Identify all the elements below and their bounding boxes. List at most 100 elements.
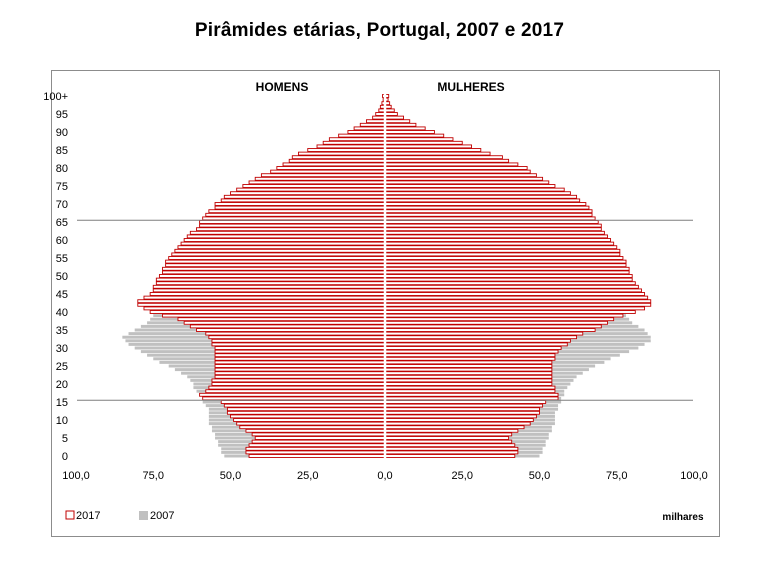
bar-2017-women-age-89 (384, 133, 445, 138)
bar-2017-men-age-14 (223, 403, 386, 408)
bar-2017-women-age-86 (384, 144, 472, 149)
bar-2017-women-age-57 (384, 248, 621, 253)
bar-2017-women-age-68 (384, 209, 593, 214)
bar-2017-men-age-85 (307, 148, 386, 152)
bar-2017-men-age-30 (214, 346, 386, 350)
bar-2017-women-age-50 (384, 274, 633, 278)
bar-2017-men-age-27 (214, 356, 386, 361)
bar-2017-women-age-74 (384, 187, 565, 192)
bar-2017-women-age-72 (384, 194, 578, 199)
x-tick-label-4: 0,0 (377, 470, 392, 482)
bar-2017-men-age-66 (202, 216, 386, 221)
bar-2017-men-age-15 (220, 400, 386, 404)
bar-2017-men-age-90 (347, 130, 386, 134)
x-tick-label-2: 50,0 (220, 470, 241, 482)
women-label: MULHERES (437, 80, 504, 94)
bar-2017-women-age-87 (384, 140, 463, 145)
bar-2017-men-age-72 (223, 194, 386, 199)
bar-2017-women-age-34 (384, 331, 584, 336)
bar-2017-men-age-79 (270, 169, 386, 174)
bar-2017-women-age-90 (384, 130, 435, 134)
bar-2017-men-age-80 (276, 166, 386, 170)
bar-2017-women-age-5 (384, 436, 510, 440)
bar-2017-women-age-58 (384, 245, 618, 250)
y-tick-label-5: 5 (62, 433, 68, 445)
x-tick-label-6: 50,0 (529, 470, 550, 482)
bar-2017-men-age-70 (214, 202, 386, 206)
y-tick-label-50: 50 (56, 271, 68, 283)
bar-2017-men-age-61 (186, 234, 386, 239)
bar-2017-men-age-69 (214, 205, 386, 210)
bar-2017-men-age-76 (248, 180, 386, 185)
bar-2017-men-age-22 (214, 374, 386, 379)
bar-2017-women-age-6 (384, 432, 513, 437)
bar-2017-men-age-12 (226, 410, 386, 415)
bar-2017-men-age-77 (254, 176, 386, 181)
bar-2017-men-age-55 (168, 256, 386, 260)
legend-swatch-2007 (139, 511, 148, 520)
bar-2017-women-age-43 (384, 299, 652, 304)
bar-2017-women-age-26 (384, 360, 553, 365)
bar-2017-men-age-49 (155, 277, 386, 282)
bar-2017-men-age-65 (199, 220, 386, 224)
bar-2017-women-age-53 (384, 263, 627, 268)
bar-2017-men-age-8 (239, 425, 386, 430)
x-tick-label-3: 25,0 (297, 470, 318, 482)
bar-2017-women-age-78 (384, 173, 537, 178)
y-tick-label-55: 55 (56, 253, 68, 265)
bar-2017-men-age-38 (177, 317, 386, 322)
bar-2017-men-age-83 (291, 155, 386, 160)
bar-2017-women-age-12 (384, 410, 540, 415)
bar-2017-women-age-60 (384, 238, 612, 242)
bar-2017-women-age-33 (384, 335, 578, 340)
bar-2017-women-age-37 (384, 320, 608, 325)
bar-2017-men-age-34 (205, 331, 386, 336)
bar-2017-women-age-75 (384, 184, 556, 188)
bar-2017-women-age-94 (384, 115, 404, 120)
chart-title: Pirâmides etárias, Portugal, 2007 e 2017 (194, 20, 565, 41)
bar-2017-women-age-54 (384, 259, 627, 264)
bar-2017-men-age-5 (254, 436, 386, 440)
bar-2017-women-age-77 (384, 176, 544, 181)
bar-2017-women-age-55 (384, 256, 624, 260)
bar-2017-women-age-8 (384, 425, 525, 430)
bar-2017-women-age-63 (384, 227, 602, 232)
bar-2017-women-age-62 (384, 230, 605, 235)
bar-2017-women-age-95 (384, 112, 398, 116)
bar-2017-women-age-47 (384, 284, 639, 289)
y-tick-label-85: 85 (56, 145, 68, 157)
bar-2017-women-age-42 (384, 302, 652, 307)
y-tick-label-90: 90 (56, 127, 68, 139)
bar-2017-men-age-4 (251, 439, 386, 444)
bar-2017-women-age-81 (384, 162, 519, 167)
bar-2017-men-age-51 (162, 270, 386, 275)
bar-2017-women-age-79 (384, 169, 531, 174)
bar-2017-men-age-29 (214, 349, 386, 354)
bar-2017-men-age-52 (162, 266, 386, 271)
bar-2017-women-age-22 (384, 374, 553, 379)
bar-2017-men-age-82 (288, 158, 386, 163)
bar-2017-women-age-46 (384, 288, 642, 293)
bar-2017-men-age-1 (245, 450, 386, 455)
bar-2017-men-age-23 (214, 371, 386, 376)
y-tick-label-60: 60 (56, 235, 68, 247)
bar-2017-women-age-38 (384, 317, 615, 322)
bar-2017-men-age-48 (155, 281, 386, 286)
y-tick-label-100plus: 100+ (43, 91, 68, 103)
bar-2017-women-age-93 (384, 119, 411, 124)
legend: 2017 2007 (65, 510, 174, 522)
bar-2017-women-age-49 (384, 277, 633, 282)
bar-2017-women-age-39 (384, 313, 624, 318)
bar-2017-men-age-10 (233, 418, 386, 422)
bar-2017-women-age-30 (384, 346, 562, 350)
y-tick-label-15: 15 (56, 397, 68, 409)
bar-2017-men-age-28 (214, 353, 386, 358)
bar-2017-men-age-3 (248, 443, 386, 448)
bar-2017-men-age-42 (137, 302, 386, 307)
bar-2017-men-age-89 (338, 133, 386, 138)
bar-2017-men-age-45 (149, 292, 386, 296)
bar-2017-men-age-71 (220, 198, 386, 203)
y-tick-label-40: 40 (56, 307, 68, 319)
bar-2017-women-age-73 (384, 191, 571, 196)
x-tick-label-8: 100,0 (680, 470, 708, 482)
